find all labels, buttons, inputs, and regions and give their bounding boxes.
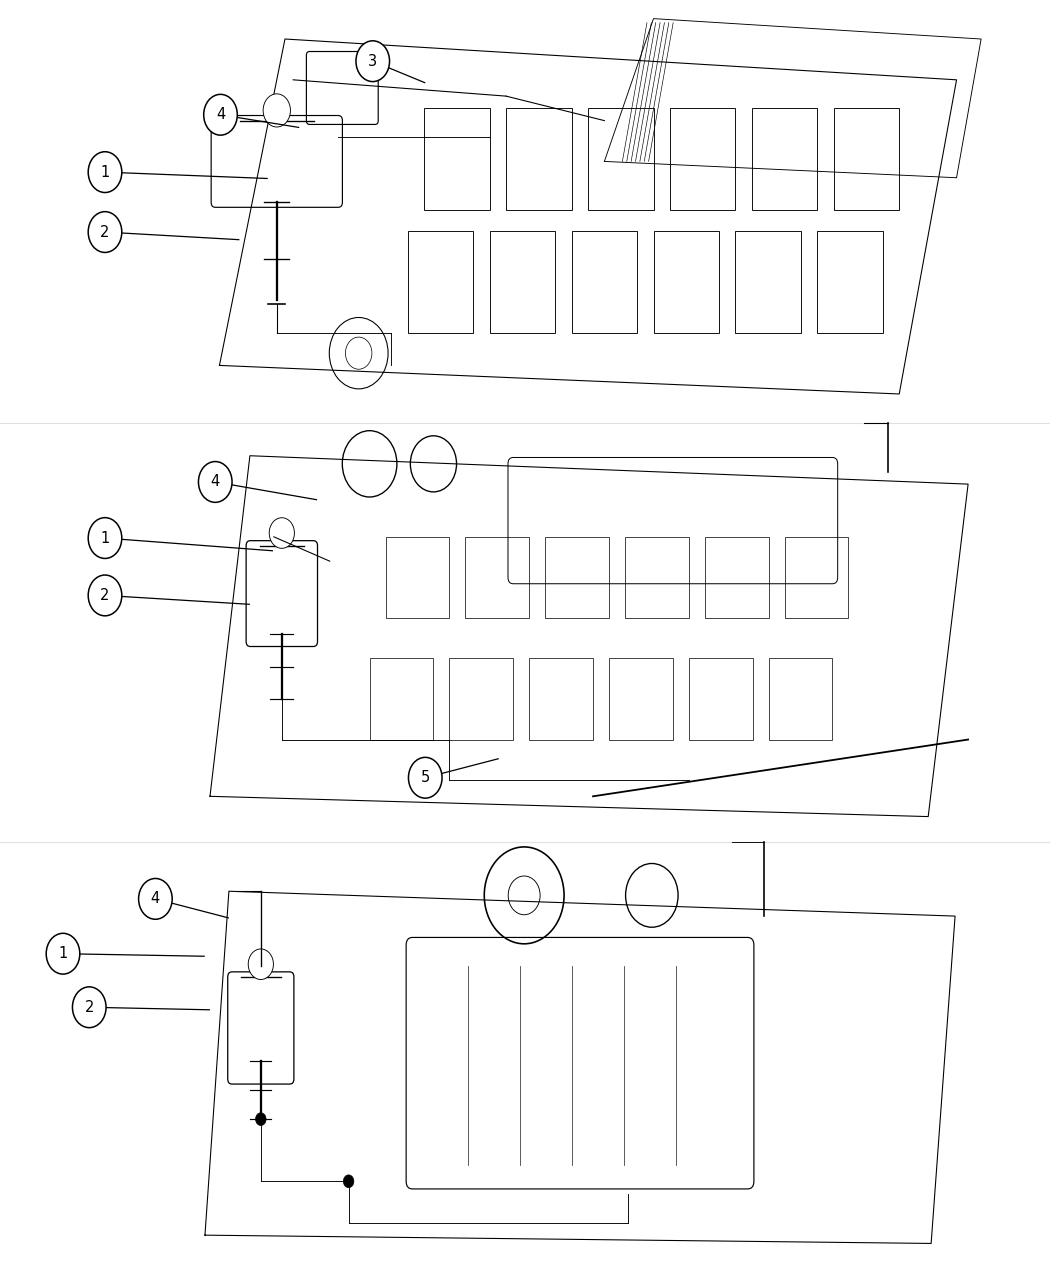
- Circle shape: [264, 94, 291, 128]
- Circle shape: [204, 94, 237, 135]
- Text: 5: 5: [421, 770, 429, 785]
- Circle shape: [139, 878, 172, 919]
- Bar: [407, 231, 474, 333]
- Bar: [449, 658, 513, 739]
- Text: 2: 2: [101, 588, 109, 603]
- Text: 4: 4: [151, 891, 160, 907]
- Bar: [834, 108, 899, 210]
- Circle shape: [408, 757, 442, 798]
- Bar: [670, 108, 735, 210]
- Circle shape: [46, 933, 80, 974]
- Circle shape: [255, 1113, 266, 1126]
- Bar: [735, 231, 801, 333]
- Bar: [529, 658, 593, 739]
- Bar: [705, 537, 769, 618]
- Circle shape: [269, 518, 294, 548]
- Circle shape: [248, 949, 273, 979]
- Bar: [817, 231, 883, 333]
- Bar: [506, 108, 571, 210]
- Bar: [571, 231, 637, 333]
- Bar: [609, 658, 673, 739]
- Bar: [752, 108, 817, 210]
- Bar: [424, 108, 489, 210]
- Circle shape: [88, 152, 122, 193]
- Bar: [689, 658, 753, 739]
- Text: 1: 1: [59, 946, 67, 961]
- Text: 4: 4: [216, 107, 225, 122]
- Bar: [545, 537, 609, 618]
- Circle shape: [356, 41, 390, 82]
- Bar: [784, 537, 848, 618]
- Circle shape: [72, 987, 106, 1028]
- Bar: [625, 537, 689, 618]
- Text: 2: 2: [85, 1000, 93, 1015]
- Bar: [588, 108, 653, 210]
- Text: 3: 3: [369, 54, 377, 69]
- Bar: [385, 537, 449, 618]
- Text: 4: 4: [211, 474, 219, 490]
- Bar: [653, 231, 719, 333]
- Bar: [465, 537, 529, 618]
- Text: 1: 1: [101, 530, 109, 546]
- Text: 1: 1: [101, 164, 109, 180]
- Circle shape: [343, 1176, 354, 1188]
- Circle shape: [88, 212, 122, 252]
- Bar: [769, 658, 833, 739]
- Bar: [489, 231, 555, 333]
- Text: 2: 2: [101, 224, 109, 240]
- Circle shape: [88, 518, 122, 558]
- Circle shape: [88, 575, 122, 616]
- Bar: [370, 658, 434, 739]
- Circle shape: [198, 462, 232, 502]
